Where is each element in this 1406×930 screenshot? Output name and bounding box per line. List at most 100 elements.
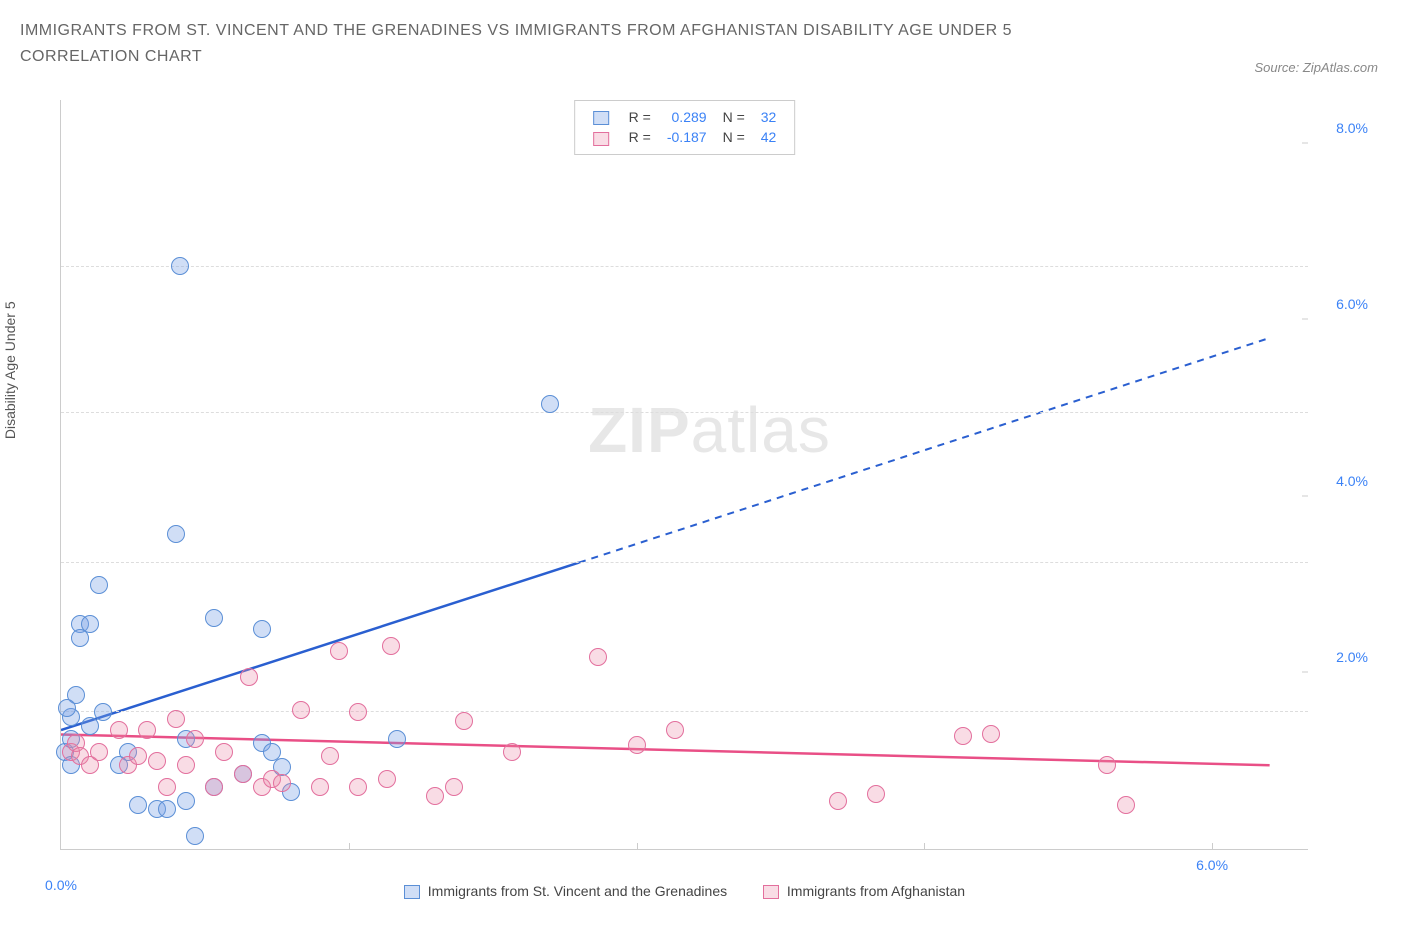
data-point (311, 778, 329, 796)
data-point (1098, 756, 1116, 774)
data-point (867, 785, 885, 803)
data-point (628, 736, 646, 754)
data-point (81, 615, 99, 633)
swatch-series2 (763, 885, 779, 899)
swatch-series1 (404, 885, 420, 899)
data-point (982, 725, 1000, 743)
data-point (234, 765, 252, 783)
data-point (503, 743, 521, 761)
data-point (349, 703, 367, 721)
data-point (541, 395, 559, 413)
xtick-mark (637, 843, 638, 849)
ytick-mark (1302, 319, 1308, 320)
data-point (177, 756, 195, 774)
data-point (158, 800, 176, 818)
data-point (148, 752, 166, 770)
data-point (167, 710, 185, 728)
trend-line (61, 734, 1270, 765)
legend-item-series2: Immigrants from Afghanistan (763, 883, 965, 899)
ytick-mark (1302, 143, 1308, 144)
r-label: R = (621, 107, 659, 127)
data-point (1117, 796, 1135, 814)
data-point (90, 743, 108, 761)
trend-line (61, 563, 579, 730)
ytick-label: 6.0% (1336, 296, 1368, 312)
y-axis-label: Disability Age Under 5 (2, 301, 18, 439)
data-point (240, 668, 258, 686)
data-point (171, 257, 189, 275)
xtick-label: 6.0% (1196, 857, 1228, 873)
r-label: R = (621, 127, 659, 147)
data-point (378, 770, 396, 788)
ytick-label: 8.0% (1336, 120, 1368, 136)
data-point (263, 743, 281, 761)
xtick-mark (349, 843, 350, 849)
data-point (205, 778, 223, 796)
gridline (61, 711, 1308, 712)
trend-lines (61, 100, 1308, 849)
gridline (61, 562, 1308, 563)
data-point (666, 721, 684, 739)
data-point (455, 712, 473, 730)
data-point (138, 721, 156, 739)
data-point (110, 721, 128, 739)
data-point (382, 637, 400, 655)
data-point (273, 774, 291, 792)
gridline (61, 266, 1308, 267)
watermark-bold: ZIP (588, 394, 691, 466)
series-legend: Immigrants from St. Vincent and the Gren… (61, 883, 1308, 899)
data-point (186, 827, 204, 845)
data-point (253, 620, 271, 638)
data-point (129, 747, 147, 765)
xtick-mark (924, 843, 925, 849)
data-point (426, 787, 444, 805)
stats-row-series2: R = -0.187 N = 42 (585, 127, 785, 147)
data-point (954, 727, 972, 745)
correlation-chart: Disability Age Under 5 ZIPatlas R = 0.28… (20, 100, 1378, 900)
n-label: N = (715, 127, 753, 147)
data-point (215, 743, 233, 761)
n-value-series1: 32 (753, 107, 785, 127)
watermark-light: atlas (691, 394, 831, 466)
data-point (589, 648, 607, 666)
legend-item-series1: Immigrants from St. Vincent and the Gren… (404, 883, 727, 899)
data-point (829, 792, 847, 810)
ytick-mark (1302, 495, 1308, 496)
ytick-label: 2.0% (1336, 649, 1368, 665)
series1-name: Immigrants from St. Vincent and the Gren… (428, 883, 727, 899)
data-point (177, 792, 195, 810)
ytick-label: 4.0% (1336, 473, 1368, 489)
plot-area: ZIPatlas R = 0.289 N = 32 R = -0.187 N =… (60, 100, 1308, 850)
n-value-series2: 42 (753, 127, 785, 147)
swatch-series1 (593, 111, 609, 125)
data-point (94, 703, 112, 721)
data-point (90, 576, 108, 594)
swatch-series2 (593, 132, 609, 146)
series2-name: Immigrants from Afghanistan (787, 883, 965, 899)
r-value-series2: -0.187 (659, 127, 715, 147)
xtick-mark (1212, 843, 1213, 849)
data-point (167, 525, 185, 543)
data-point (186, 730, 204, 748)
watermark: ZIPatlas (588, 393, 831, 467)
source-prefix: Source: (1254, 60, 1302, 75)
data-point (205, 609, 223, 627)
data-point (445, 778, 463, 796)
ytick-mark (1302, 671, 1308, 672)
data-point (388, 730, 406, 748)
stats-row-series1: R = 0.289 N = 32 (585, 107, 785, 127)
page-title-line1: IMMIGRANTS FROM ST. VINCENT AND THE GREN… (20, 18, 1406, 44)
gridline (61, 412, 1308, 413)
data-point (292, 701, 310, 719)
stats-legend: R = 0.289 N = 32 R = -0.187 N = 42 (574, 100, 796, 155)
n-label: N = (715, 107, 753, 127)
source-attribution: Source: ZipAtlas.com (1254, 60, 1378, 75)
source-name: ZipAtlas.com (1303, 60, 1378, 75)
data-point (129, 796, 147, 814)
data-point (158, 778, 176, 796)
trend-line-extension (579, 338, 1270, 563)
r-value-series1: 0.289 (659, 107, 715, 127)
data-point (58, 699, 76, 717)
data-point (349, 778, 367, 796)
data-point (81, 717, 99, 735)
